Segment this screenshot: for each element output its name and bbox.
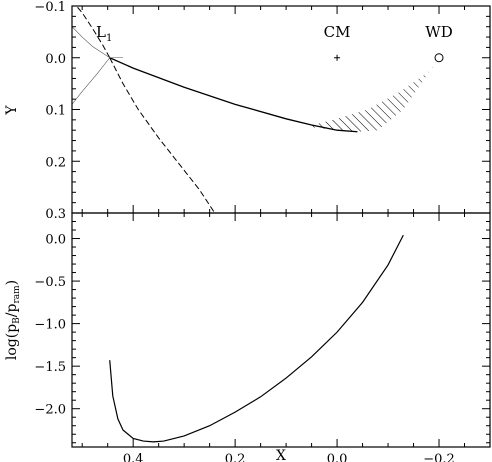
bottom-y-tick-label: −2.0 <box>34 403 66 418</box>
wd-label: WD <box>425 23 452 41</box>
cm-label: CM <box>324 23 351 41</box>
l1-subscript: 1 <box>106 33 112 44</box>
top-series-1-dashed <box>75 6 111 58</box>
bottom-y-tick-label: −0.5 <box>34 275 66 290</box>
bottom-y-axis-label: log(pB/pram) <box>4 280 22 360</box>
bottom-tick-labels: 0.4 0.2 0.0 −0.2 0.0 −0.5 −1.0 −1.5 −2.0 <box>34 233 454 462</box>
top-series-2-dashed <box>109 57 216 213</box>
bottom-axes <box>71 212 491 448</box>
top-plot-area <box>72 6 444 213</box>
annotations: L1 CM WD <box>96 23 453 44</box>
top-y-tick-label: 0.0 <box>45 52 66 67</box>
top-series-4-thin <box>72 57 110 105</box>
top-ticks <box>72 5 491 214</box>
bottom-x-tick-label: 0.0 <box>327 452 348 462</box>
bottom-axes-box <box>71 212 491 448</box>
bottom-y-tick-label: −1.0 <box>34 318 66 333</box>
top-y-tick-label: −0.1 <box>34 0 66 15</box>
bottom-panel: 0.4 0.2 0.0 −0.2 0.0 −0.5 −1.0 −1.5 −2.0 X log(p… <box>4 212 491 462</box>
top-panel: −0.1 0.0 0.1 0.2 0.3 Y L1 CM WD <box>4 0 491 222</box>
top-y-tick-label: 0.3 <box>45 207 66 222</box>
top-tick-labels: −0.1 0.0 0.1 0.2 0.3 <box>34 0 66 222</box>
bottom-x-tick-label: −0.2 <box>423 452 455 462</box>
bottom-y-tick-label: −1.5 <box>34 360 66 375</box>
bottom-ticks <box>72 212 491 447</box>
top-series-0-solid <box>109 57 358 133</box>
bottom-x-tick-label: 0.2 <box>225 452 246 462</box>
wd-marker <box>434 53 444 63</box>
bottom-plot-area <box>109 234 404 443</box>
cm-marker <box>334 54 341 61</box>
top-y-tick-label: 0.1 <box>45 104 66 119</box>
l1-text: L <box>96 23 106 41</box>
bottom-series-0 <box>109 234 404 443</box>
bottom-x-tick-label: 0.4 <box>123 452 144 462</box>
bottom-y-tick-label: 0.0 <box>45 233 66 248</box>
l1-label: L1 <box>96 23 112 44</box>
top-series-3-thin <box>72 26 123 59</box>
top-y-tick-label: 0.2 <box>45 155 66 170</box>
x-axis-label: X <box>276 448 286 462</box>
stream-hatch-region <box>306 57 439 132</box>
y-axis-label: Y <box>4 105 20 116</box>
